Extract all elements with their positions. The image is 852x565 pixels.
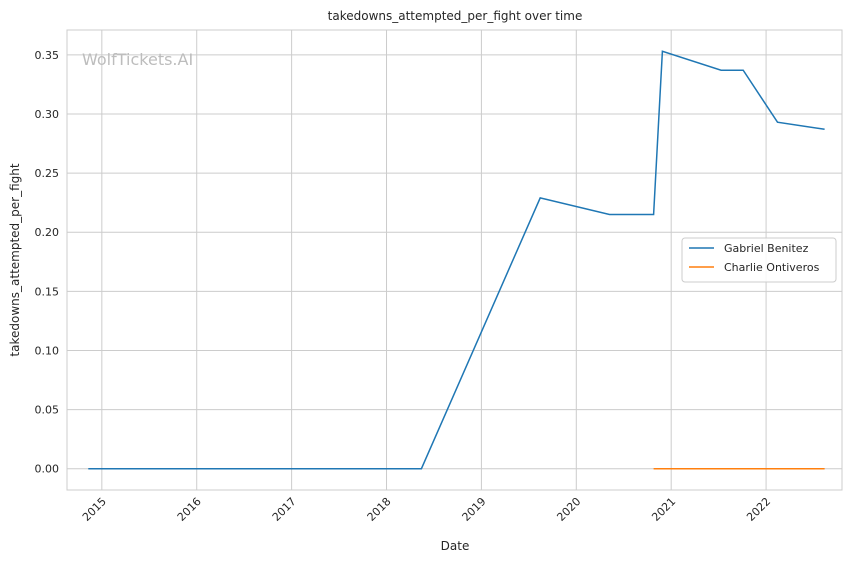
x-tick-label: 2022: [744, 495, 773, 524]
x-tick-label: 2019: [460, 495, 489, 524]
x-axis-label: Date: [441, 539, 470, 553]
y-tick-label: 0.00: [35, 463, 60, 476]
legend-label-gabriel-benitez: Gabriel Benitez: [724, 242, 809, 255]
chart-title: takedowns_attempted_per_fight over time: [328, 9, 583, 23]
y-tick-label: 0.15: [35, 285, 60, 298]
y-tick-label: 0.25: [35, 167, 60, 180]
y-tick-label: 0.20: [35, 226, 60, 239]
x-tick-label: 2015: [80, 495, 109, 524]
y-axis-label: takedowns_attempted_per_fight: [8, 163, 22, 356]
x-tick-label: 2016: [175, 495, 204, 524]
x-tick-label: 2020: [554, 495, 583, 524]
y-tick-label: 0.30: [35, 108, 60, 121]
x-tick-label: 2018: [365, 495, 394, 524]
x-tick-label: 2021: [649, 495, 678, 524]
x-tick-label: 2017: [270, 495, 299, 524]
watermark: WolfTickets.AI: [82, 50, 193, 69]
y-tick-label: 0.05: [35, 404, 60, 417]
legend-label-charlie-ontiveros: Charlie Ontiveros: [724, 261, 820, 274]
y-tick-label: 0.10: [35, 344, 60, 357]
legend: Gabriel Benitez Charlie Ontiveros: [682, 238, 836, 282]
y-tick-label: 0.35: [35, 49, 60, 62]
